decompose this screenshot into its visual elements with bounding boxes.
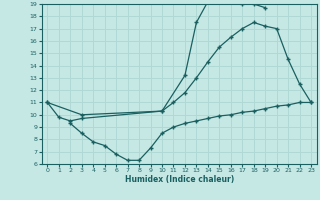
X-axis label: Humidex (Indice chaleur): Humidex (Indice chaleur) <box>124 175 234 184</box>
